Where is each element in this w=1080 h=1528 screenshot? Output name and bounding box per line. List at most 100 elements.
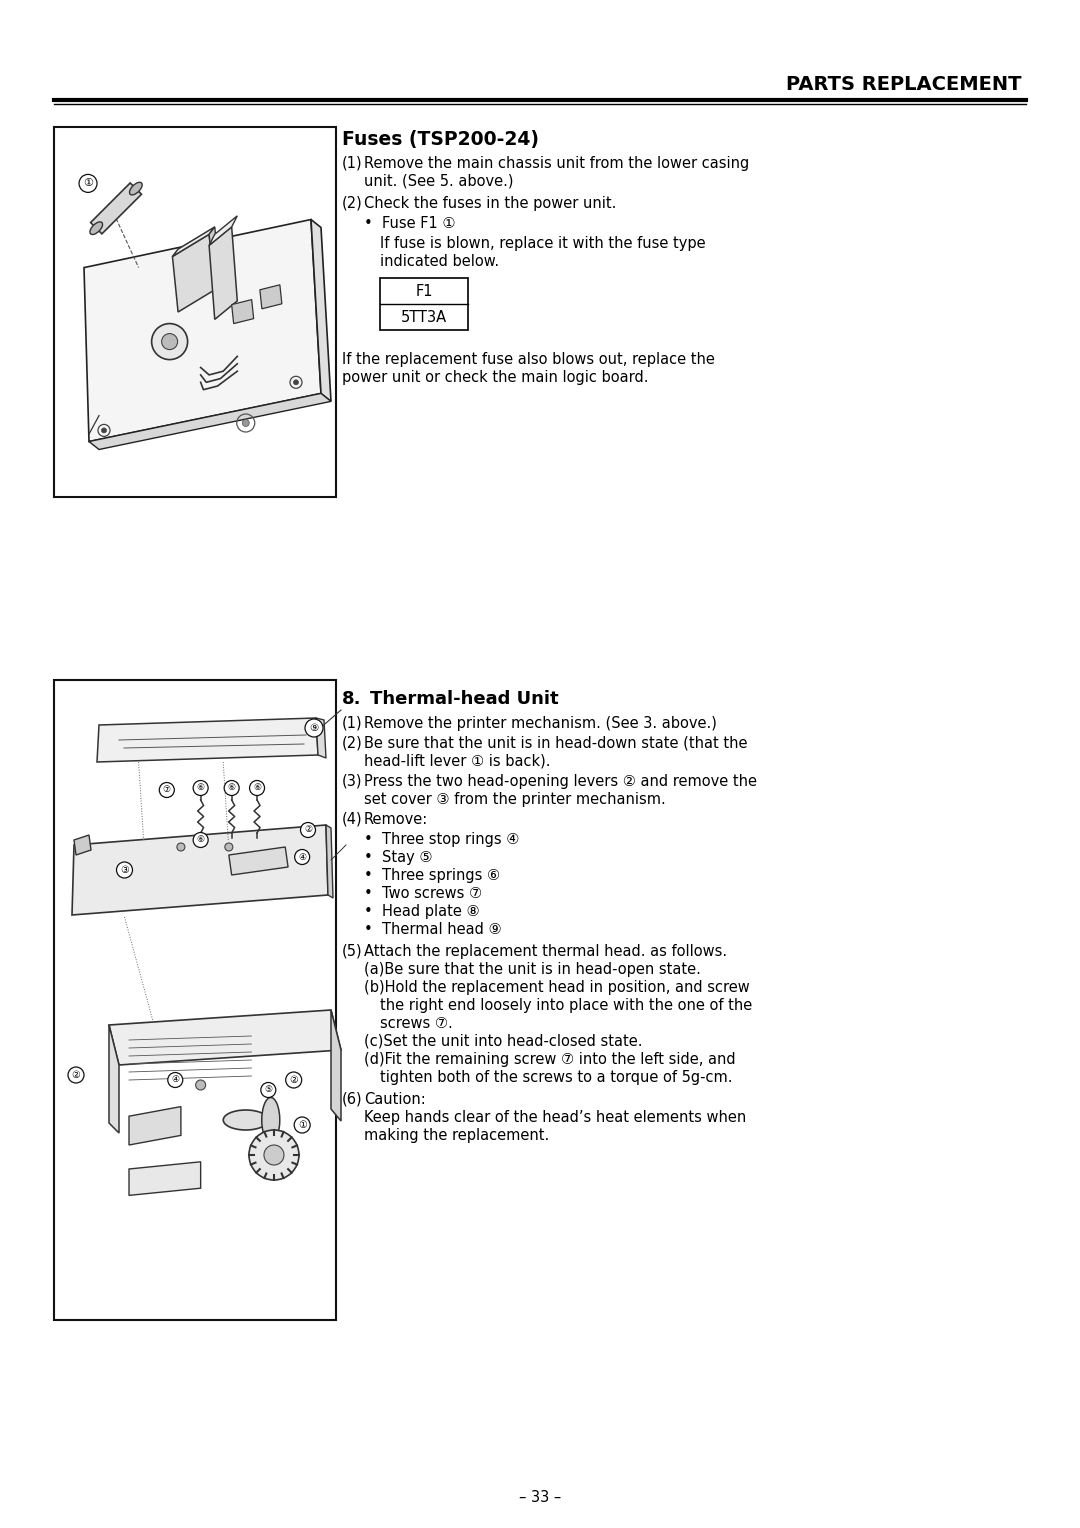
Text: •  Two screws ⑦: • Two screws ⑦ bbox=[364, 886, 482, 902]
Circle shape bbox=[286, 1073, 301, 1088]
Polygon shape bbox=[260, 284, 282, 309]
Text: screws ⑦.: screws ⑦. bbox=[380, 1016, 453, 1031]
Text: the right end loosely into place with the one of the: the right end loosely into place with th… bbox=[380, 998, 753, 1013]
Circle shape bbox=[264, 1144, 284, 1164]
Text: ①: ① bbox=[83, 179, 93, 188]
Text: ③: ③ bbox=[120, 865, 129, 876]
Text: PARTS REPLACEMENT: PARTS REPLACEMENT bbox=[786, 75, 1022, 95]
Text: Caution:: Caution: bbox=[364, 1093, 426, 1106]
Text: (c)Set the unit into head-closed state.: (c)Set the unit into head-closed state. bbox=[364, 1034, 643, 1050]
Text: ⑥: ⑥ bbox=[228, 784, 235, 793]
Circle shape bbox=[249, 781, 265, 796]
Text: Keep hands clear of the head’s heat elements when: Keep hands clear of the head’s heat elem… bbox=[364, 1109, 746, 1125]
Text: indicated below.: indicated below. bbox=[380, 254, 499, 269]
Text: tighten both of the screws to a torque of 5g-cm.: tighten both of the screws to a torque o… bbox=[380, 1070, 732, 1085]
Text: •  Three springs ⑥: • Three springs ⑥ bbox=[364, 868, 500, 883]
Circle shape bbox=[193, 833, 208, 848]
Text: ②: ② bbox=[289, 1076, 298, 1085]
Text: Press the two head-opening levers ② and remove the: Press the two head-opening levers ② and … bbox=[364, 775, 757, 788]
Polygon shape bbox=[91, 183, 141, 234]
Text: If the replacement fuse also blows out, replace the: If the replacement fuse also blows out, … bbox=[342, 351, 715, 367]
Polygon shape bbox=[173, 226, 215, 257]
Text: (b)Hold the replacement head in position, and screw: (b)Hold the replacement head in position… bbox=[364, 979, 750, 995]
Circle shape bbox=[249, 1131, 299, 1180]
Circle shape bbox=[102, 428, 107, 432]
Polygon shape bbox=[316, 718, 326, 758]
Text: (2): (2) bbox=[342, 736, 363, 750]
Circle shape bbox=[167, 1073, 183, 1088]
Text: ⑥: ⑥ bbox=[253, 784, 261, 793]
Text: If fuse is blown, replace it with the fuse type: If fuse is blown, replace it with the fu… bbox=[380, 235, 705, 251]
Polygon shape bbox=[89, 393, 330, 449]
Polygon shape bbox=[231, 299, 254, 324]
Text: (1): (1) bbox=[342, 717, 363, 730]
Polygon shape bbox=[72, 825, 328, 915]
Text: ⑦: ⑦ bbox=[163, 785, 171, 795]
Text: F1: F1 bbox=[415, 284, 433, 298]
Text: Be sure that the unit is in head-down state (that the: Be sure that the unit is in head-down st… bbox=[364, 736, 747, 750]
Text: (6): (6) bbox=[342, 1093, 363, 1106]
Circle shape bbox=[225, 781, 239, 796]
Text: (1): (1) bbox=[342, 156, 363, 171]
Circle shape bbox=[242, 420, 249, 426]
Text: ④: ④ bbox=[172, 1076, 179, 1085]
Circle shape bbox=[68, 1067, 84, 1083]
Text: ②: ② bbox=[71, 1070, 80, 1080]
Text: Fuses (TSP200-24): Fuses (TSP200-24) bbox=[342, 130, 539, 150]
Polygon shape bbox=[129, 1106, 181, 1144]
Text: 8.: 8. bbox=[342, 691, 362, 707]
Text: ④: ④ bbox=[298, 853, 307, 862]
Circle shape bbox=[195, 1080, 205, 1089]
Polygon shape bbox=[84, 220, 321, 442]
Text: Remove the printer mechanism. (See 3. above.): Remove the printer mechanism. (See 3. ab… bbox=[364, 717, 717, 730]
Polygon shape bbox=[75, 834, 91, 856]
Text: •  Three stop rings ④: • Three stop rings ④ bbox=[364, 833, 519, 847]
Circle shape bbox=[160, 782, 174, 798]
Text: ⑥: ⑥ bbox=[197, 836, 205, 845]
Bar bbox=[54, 127, 336, 497]
Polygon shape bbox=[109, 1010, 341, 1065]
Text: Attach the replacement thermal head. as follows.: Attach the replacement thermal head. as … bbox=[364, 944, 727, 960]
Bar bbox=[380, 278, 468, 330]
Polygon shape bbox=[210, 215, 238, 246]
Circle shape bbox=[294, 380, 298, 385]
Polygon shape bbox=[210, 226, 220, 290]
Circle shape bbox=[151, 324, 188, 359]
Text: ②: ② bbox=[303, 825, 312, 834]
Text: power unit or check the main logic board.: power unit or check the main logic board… bbox=[342, 370, 648, 385]
Circle shape bbox=[117, 862, 133, 879]
Ellipse shape bbox=[261, 1097, 280, 1143]
Text: •  Thermal head ⑨: • Thermal head ⑨ bbox=[364, 921, 501, 937]
Text: head-lift lever ① is back).: head-lift lever ① is back). bbox=[364, 753, 551, 769]
Circle shape bbox=[300, 822, 315, 837]
Circle shape bbox=[193, 781, 208, 796]
Polygon shape bbox=[326, 825, 333, 898]
Circle shape bbox=[294, 1117, 310, 1132]
Text: Remove:: Remove: bbox=[364, 811, 429, 827]
Text: unit. (See 5. above.): unit. (See 5. above.) bbox=[364, 174, 513, 189]
Ellipse shape bbox=[224, 1109, 268, 1131]
Text: 5TT3A: 5TT3A bbox=[401, 310, 447, 324]
Text: •  Stay ⑤: • Stay ⑤ bbox=[364, 850, 432, 865]
Polygon shape bbox=[330, 1010, 341, 1122]
Polygon shape bbox=[97, 718, 318, 762]
Circle shape bbox=[79, 174, 97, 193]
Circle shape bbox=[261, 1082, 275, 1097]
Text: (a)Be sure that the unit is in head-open state.: (a)Be sure that the unit is in head-open… bbox=[364, 963, 701, 976]
Text: •  Fuse F1 ①: • Fuse F1 ① bbox=[364, 215, 456, 231]
Circle shape bbox=[162, 333, 177, 350]
Circle shape bbox=[177, 843, 185, 851]
Polygon shape bbox=[229, 847, 288, 876]
Text: ⑨: ⑨ bbox=[309, 723, 319, 733]
Text: ⑥: ⑥ bbox=[197, 784, 205, 793]
Text: •  Head plate ⑧: • Head plate ⑧ bbox=[364, 905, 480, 918]
Text: Remove the main chassis unit from the lower casing: Remove the main chassis unit from the lo… bbox=[364, 156, 750, 171]
Text: set cover ③ from the printer mechanism.: set cover ③ from the printer mechanism. bbox=[364, 792, 665, 807]
Text: Thermal-head Unit: Thermal-head Unit bbox=[370, 691, 558, 707]
Text: ⑤: ⑤ bbox=[265, 1085, 272, 1094]
Polygon shape bbox=[109, 1025, 119, 1132]
Ellipse shape bbox=[130, 182, 143, 196]
Text: (d)Fit the remaining screw ⑦ into the left side, and: (d)Fit the remaining screw ⑦ into the le… bbox=[364, 1051, 735, 1067]
Polygon shape bbox=[129, 1161, 201, 1195]
Text: – 33 –: – 33 – bbox=[518, 1490, 562, 1505]
